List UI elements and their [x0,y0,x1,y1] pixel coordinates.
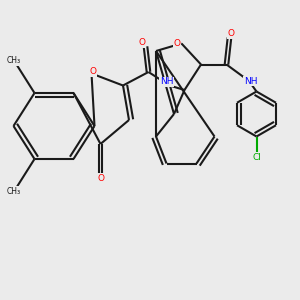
Text: O: O [138,38,146,47]
Text: NH: NH [244,76,257,85]
Text: O: O [173,39,181,48]
Text: CH₃: CH₃ [6,56,21,65]
Text: Cl: Cl [252,153,261,162]
Text: CH₃: CH₃ [6,187,21,196]
Text: O: O [227,29,235,38]
Text: O: O [89,68,97,76]
Text: O: O [97,174,104,183]
Text: NH: NH [160,77,173,86]
